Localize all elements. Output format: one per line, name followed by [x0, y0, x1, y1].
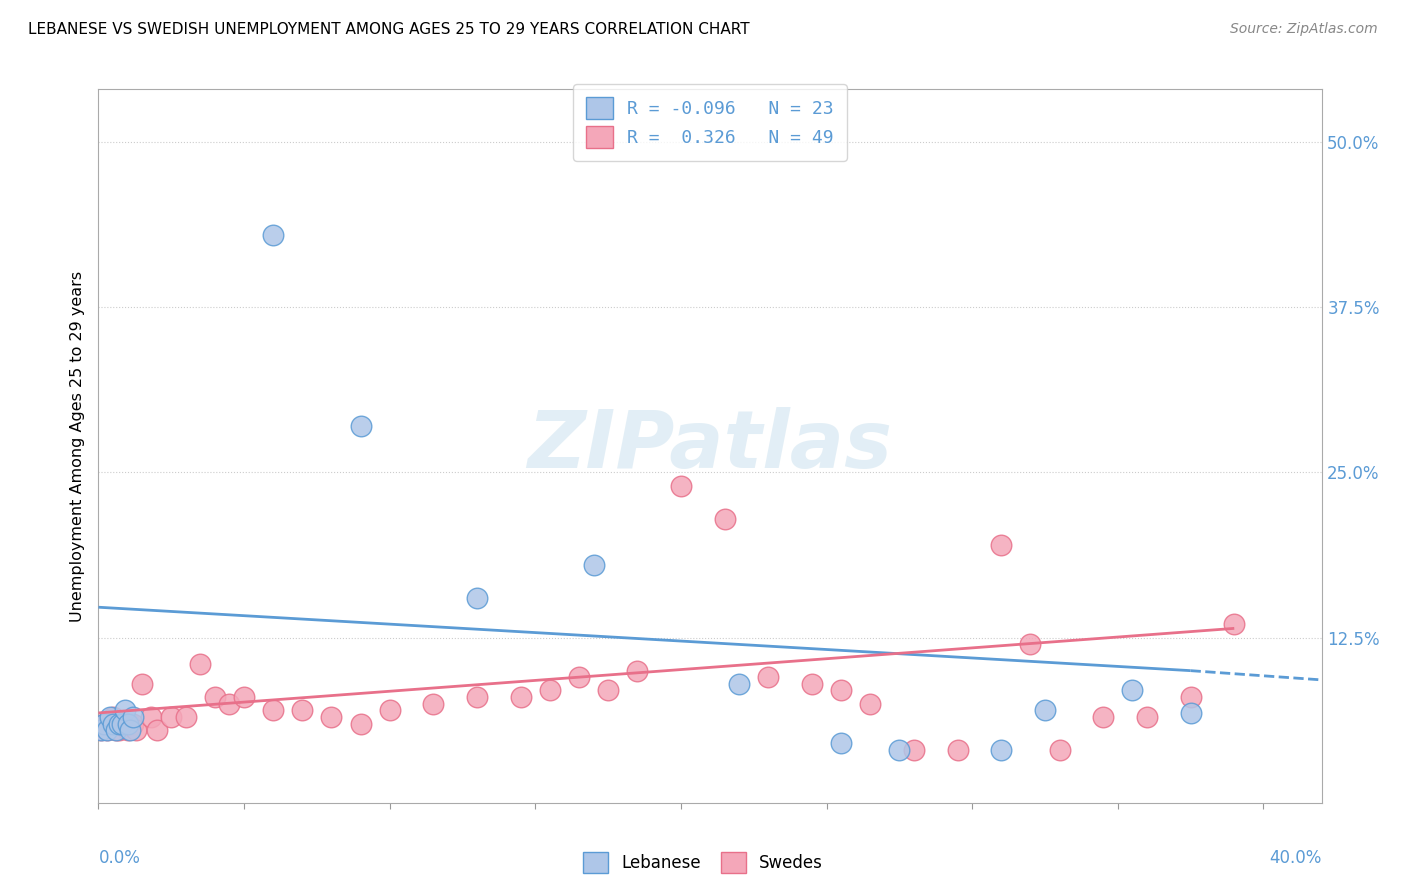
Point [378, 703, 401, 717]
Point [96, 723, 118, 738]
Point [801, 677, 824, 691]
Point [122, 710, 145, 724]
Point [117, 716, 139, 731]
Point [321, 710, 343, 724]
Point [174, 710, 197, 724]
Point [465, 591, 488, 605]
Point [582, 558, 605, 572]
Point [859, 697, 882, 711]
Text: Source: ZipAtlas.com: Source: ZipAtlas.com [1230, 22, 1378, 37]
Point [349, 419, 371, 434]
Point [291, 703, 314, 717]
Point [98, 716, 121, 731]
Point [114, 703, 136, 717]
Point [946, 743, 969, 757]
Point [117, 723, 139, 738]
Point [125, 723, 148, 738]
Text: 40.0%: 40.0% [1270, 849, 1322, 867]
Point [596, 683, 619, 698]
Text: ZIPatlas: ZIPatlas [527, 407, 893, 485]
Point [218, 697, 240, 711]
Point [104, 723, 127, 738]
Legend: R = -0.096   N = 23, R =  0.326   N = 49: R = -0.096 N = 23, R = 0.326 N = 49 [574, 84, 846, 161]
Point [713, 511, 735, 525]
Point [1223, 617, 1246, 632]
Point [889, 743, 911, 757]
Point [160, 710, 183, 724]
Point [93, 716, 115, 731]
Point [122, 716, 145, 731]
Point [98, 710, 121, 724]
Point [188, 657, 212, 671]
Point [990, 538, 1012, 552]
Point [120, 716, 142, 731]
Point [139, 710, 162, 724]
Point [120, 723, 142, 738]
Point [108, 716, 131, 731]
Point [626, 664, 648, 678]
Y-axis label: Unemployment Among Ages 25 to 29 years: Unemployment Among Ages 25 to 29 years [70, 270, 86, 622]
Point [101, 716, 124, 731]
Point [903, 743, 925, 757]
Point [262, 227, 284, 242]
Point [90, 723, 112, 738]
Point [830, 683, 852, 698]
Point [96, 723, 118, 738]
Point [233, 690, 256, 704]
Point [1049, 743, 1071, 757]
Point [101, 710, 124, 724]
Text: 0.0%: 0.0% [98, 849, 141, 867]
Point [104, 723, 127, 738]
Point [1180, 706, 1202, 720]
Point [422, 697, 444, 711]
Point [349, 716, 371, 731]
Point [262, 703, 284, 717]
Point [111, 716, 134, 731]
Point [1136, 710, 1159, 724]
Legend: Lebanese, Swedes: Lebanese, Swedes [576, 846, 830, 880]
Point [728, 677, 751, 691]
Point [1092, 710, 1115, 724]
Point [131, 677, 153, 691]
Point [990, 743, 1012, 757]
Point [538, 683, 561, 698]
Point [145, 723, 167, 738]
Point [509, 690, 531, 704]
Point [568, 670, 591, 684]
Point [830, 736, 852, 750]
Text: LEBANESE VS SWEDISH UNEMPLOYMENT AMONG AGES 25 TO 29 YEARS CORRELATION CHART: LEBANESE VS SWEDISH UNEMPLOYMENT AMONG A… [28, 22, 749, 37]
Point [114, 716, 136, 731]
Point [108, 723, 131, 738]
Point [93, 716, 115, 731]
Point [204, 690, 226, 704]
Point [1121, 683, 1143, 698]
Point [111, 716, 134, 731]
Point [465, 690, 488, 704]
Point [1180, 690, 1202, 704]
Point [1019, 637, 1042, 651]
Point [756, 670, 779, 684]
Point [669, 478, 692, 492]
Point [90, 723, 112, 738]
Point [1033, 703, 1056, 717]
